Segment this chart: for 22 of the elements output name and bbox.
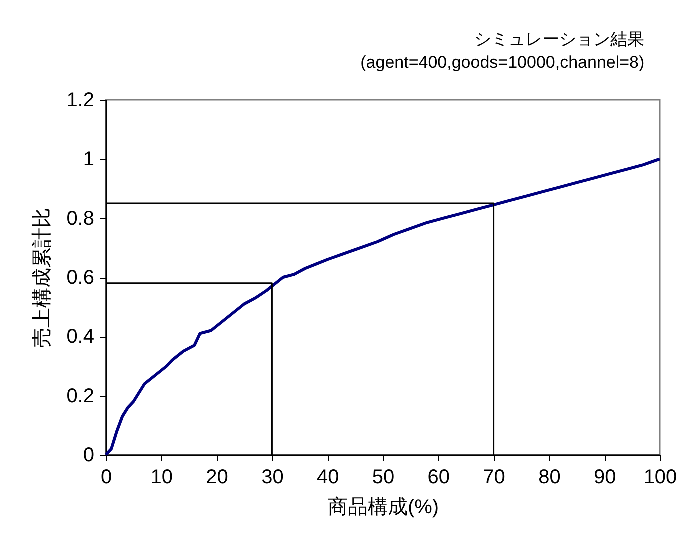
x-tick-label: 50 (372, 466, 395, 488)
y-tick-label: 0 (83, 444, 94, 466)
y-tick-label: 0.6 (66, 267, 94, 289)
x-tick-label: 60 (428, 466, 450, 488)
x-tick-label: 40 (316, 466, 340, 488)
x-tick-label: 30 (262, 466, 284, 488)
x-tick-label: 70 (483, 466, 506, 488)
y-axis-title: 売上構成累計比 (32, 208, 54, 348)
y-tick-label: 1.2 (66, 90, 94, 112)
x-axis-title: 商品構成(%) (328, 496, 440, 518)
x-tick-label: 20 (206, 466, 228, 488)
x-tick-label: 10 (150, 466, 174, 488)
x-tick-label: 80 (538, 466, 561, 488)
y-tick-label: 0.2 (66, 385, 94, 408)
x-tick-label: 100 (644, 466, 678, 488)
y-tick-label: 0.8 (66, 208, 94, 230)
x-tick-label: 90 (594, 466, 616, 488)
chart-title: シミュレーション結果 (474, 30, 645, 49)
x-tick-label: 0 (100, 466, 112, 488)
y-tick-label: 0.4 (66, 326, 94, 348)
y-tick-label: 1 (83, 148, 94, 171)
chart-subtitle: (agent=400,goods=10000,channel=8) (360, 53, 645, 72)
